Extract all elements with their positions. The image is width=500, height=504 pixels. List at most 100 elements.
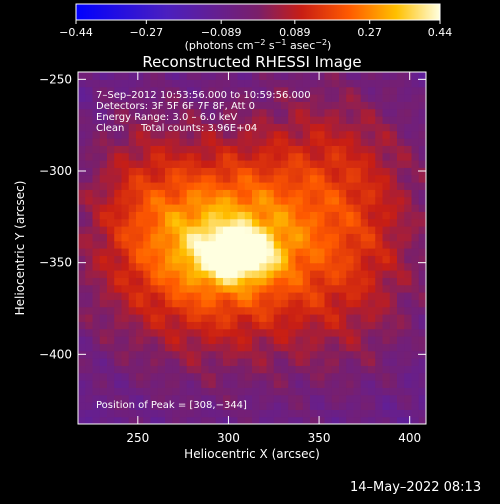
heatmap-cell xyxy=(186,182,195,190)
heatmap-cell xyxy=(397,380,405,388)
heatmap-cell xyxy=(136,167,144,176)
heatmap-cell xyxy=(92,94,101,102)
heatmap-cell xyxy=(411,167,420,176)
heatmap-cell xyxy=(114,218,123,227)
heatmap-cell xyxy=(128,189,137,198)
heatmap-cell xyxy=(136,402,144,410)
heatmap-cell xyxy=(107,380,115,388)
heatmap-cell xyxy=(121,380,130,388)
heatmap-cell xyxy=(273,211,282,220)
heatmap-cell xyxy=(78,262,86,271)
heatmap-cell xyxy=(375,79,384,88)
heatmap-cell xyxy=(295,262,304,271)
heatmap-cell xyxy=(252,211,260,220)
heatmap-cell xyxy=(165,182,173,190)
heatmap-cell xyxy=(266,343,275,352)
heatmap-cell xyxy=(157,233,166,242)
heatmap-cell xyxy=(107,145,115,154)
heatmap-cell xyxy=(331,328,340,337)
heatmap-cell xyxy=(360,86,369,95)
heatmap-cell xyxy=(346,336,355,344)
heatmap-cell xyxy=(375,343,384,352)
heatmap-cell xyxy=(85,350,94,359)
heatmap-cell xyxy=(223,204,231,212)
heatmap-cell xyxy=(339,145,347,154)
heatmap-cell xyxy=(259,204,268,212)
heatmap-cell xyxy=(157,138,166,146)
heatmap-cell xyxy=(186,402,195,410)
heatmap-cell xyxy=(172,226,181,234)
y-axis-label: Heliocentric Y (arcsec) xyxy=(13,181,27,316)
heatmap-cell xyxy=(382,255,391,264)
heatmap-cell xyxy=(353,86,362,95)
heatmap-cell xyxy=(78,394,86,403)
heatmap-cell xyxy=(157,204,166,212)
heatmap-cell xyxy=(281,108,289,117)
heatmap-cell xyxy=(230,233,239,242)
heatmap-cell xyxy=(244,123,253,132)
heatmap-cell xyxy=(360,387,369,396)
heatmap-cell xyxy=(375,321,384,330)
heatmap-cell xyxy=(92,387,101,396)
heatmap-cell xyxy=(157,402,166,410)
heatmap-cell xyxy=(411,152,420,161)
heatmap-cell xyxy=(324,233,333,242)
heatmap-cell xyxy=(266,240,275,249)
heatmap-cell xyxy=(317,240,326,249)
heatmap-cell xyxy=(259,299,268,308)
heatmap-cell xyxy=(331,365,340,374)
heatmap-cell xyxy=(128,145,137,154)
heatmap-cell xyxy=(78,152,86,161)
heatmap-cell xyxy=(288,292,297,300)
heatmap-cell xyxy=(230,167,239,176)
heatmap-cell xyxy=(128,94,137,102)
heatmap-cell xyxy=(411,262,420,271)
heatmap-cell xyxy=(114,123,123,132)
heatmap-cell xyxy=(186,204,195,212)
heatmap-cell xyxy=(85,284,94,293)
heatmap-cell xyxy=(215,189,224,198)
heatmap-cell xyxy=(107,248,115,256)
heatmap-cell xyxy=(186,79,195,88)
heatmap-cell xyxy=(121,152,130,161)
heatmap-cell xyxy=(259,123,268,132)
heatmap-cell xyxy=(288,189,297,198)
heatmap-cell xyxy=(215,211,224,220)
heatmap-cell xyxy=(121,211,130,220)
heatmap-cell xyxy=(172,350,181,359)
heatmap-cell xyxy=(85,101,94,110)
heatmap-cell xyxy=(281,387,289,396)
heatmap-cell xyxy=(143,182,152,190)
heatmap-cell xyxy=(397,336,405,344)
heatmap-cell xyxy=(339,380,347,388)
heatmap-cell xyxy=(165,189,173,198)
heatmap-cell xyxy=(418,262,426,271)
heatmap-cell xyxy=(244,167,253,176)
heatmap-cell xyxy=(339,174,347,183)
heatmap-cell xyxy=(215,255,224,264)
heatmap-cell xyxy=(382,123,391,132)
heatmap-cell xyxy=(194,174,202,183)
heatmap-cell xyxy=(317,402,326,410)
x-tick-label: 300 xyxy=(217,431,240,445)
heatmap-cell xyxy=(310,321,318,330)
heatmap-cell xyxy=(136,306,144,315)
heatmap-cell xyxy=(339,211,347,220)
heatmap-cell xyxy=(266,123,275,132)
heatmap-cell xyxy=(121,270,130,278)
heatmap-cell xyxy=(324,211,333,220)
heatmap-cell xyxy=(201,211,210,220)
heatmap-cell xyxy=(252,306,260,315)
heatmap-cell xyxy=(136,343,144,352)
heatmap-cell xyxy=(244,138,253,146)
heatmap-cell xyxy=(179,248,188,256)
heatmap-cell xyxy=(143,277,152,286)
heatmap-cell xyxy=(114,196,123,205)
heatmap-cell xyxy=(397,182,405,190)
heatmap-cell xyxy=(223,387,231,396)
heatmap-cell xyxy=(230,101,239,110)
heatmap-cell xyxy=(331,101,340,110)
heatmap-cell xyxy=(273,328,282,337)
heatmap-cell xyxy=(346,189,355,198)
heatmap-cell xyxy=(194,123,202,132)
